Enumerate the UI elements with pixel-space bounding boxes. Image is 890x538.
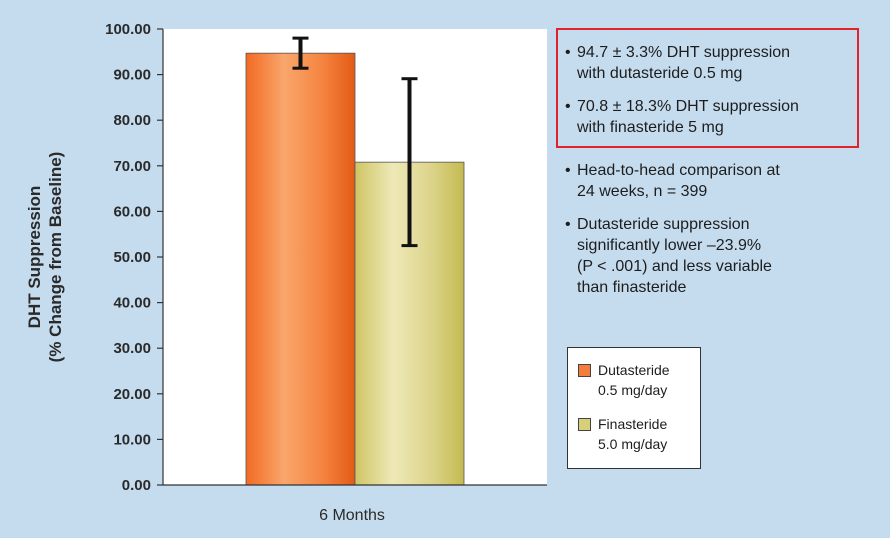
- bullet-line: significantly lower –23.9%: [577, 237, 762, 254]
- bullet-line: (P < .001) and less variable: [577, 258, 772, 275]
- legend-label-line2: 0.5 mg/day: [598, 382, 668, 398]
- bullet-line: Dutasteride suppression: [577, 216, 750, 233]
- x-category-label: 6 Months: [319, 507, 385, 524]
- bullet-item: • 94.7 ± 3.3% DHT suppression with dutaste…: [565, 42, 865, 84]
- legend-item-finasteride: Finasteride 5.0 mg/day: [578, 414, 667, 454]
- bullet-text: 94.7 ± 3.3% DHT suppression with dutaster…: [577, 42, 790, 84]
- y-tick-label: 10.00: [113, 431, 151, 448]
- y-tick-label: 80.00: [113, 112, 151, 129]
- bullet-text: Head-to-head comparison at 24 weeks, n = …: [577, 160, 780, 202]
- y-tick-label: 30.00: [113, 340, 151, 357]
- y-tick-label: 50.00: [113, 249, 151, 266]
- legend-label-line1: Dutasteride: [598, 362, 670, 378]
- bullet-line: with dutasteride 0.5 mg: [577, 65, 743, 82]
- bullet-line: 24 weeks, n = 399: [577, 183, 708, 200]
- bullet-dot: •: [565, 98, 571, 115]
- bullet-dot: •: [565, 162, 571, 179]
- y-tick-label: 60.00: [113, 203, 151, 220]
- bullet-item: • Dutasteride suppression significantly lo…: [565, 214, 865, 298]
- y-axis-title-line2: (% Change from Baseline): [46, 152, 65, 363]
- legend: Dutasteride 0.5 mg/day Finasteride 5.0 m…: [567, 347, 701, 469]
- bullet-item: • 70.8 ± 18.3% DHT suppression with finast…: [565, 96, 865, 138]
- legend-label-line2: 5.0 mg/day: [598, 436, 668, 452]
- bar-0: [245, 52, 356, 486]
- y-tick-label: 20.00: [113, 386, 151, 403]
- bullet-dot: •: [565, 44, 571, 61]
- y-tick-label: 40.00: [113, 295, 151, 312]
- highlight-box: [556, 28, 859, 148]
- bullet-line: than finasteride: [577, 279, 687, 296]
- bullet-line: 94.7 ± 3.3% DHT suppression: [577, 44, 791, 61]
- bullet-dot: •: [565, 216, 571, 233]
- y-tick-label: 100.00: [105, 21, 151, 38]
- legend-label-line1: Finasteride: [598, 416, 668, 432]
- bullet-line: with finasteride 5 mg: [577, 119, 724, 136]
- bullet-text: Dutasteride suppression significantly low…: [577, 214, 772, 298]
- legend-swatch-dutasteride: [578, 364, 591, 377]
- y-tick-label: 70.00: [113, 158, 151, 175]
- bullet-line: Head-to-head comparison at: [577, 162, 780, 179]
- legend-item-dutasteride: Dutasteride 0.5 mg/day: [578, 360, 670, 400]
- bullet-item: • Head-to-head comparison at 24 weeks, n =…: [565, 160, 865, 202]
- legend-swatch-finasteride: [578, 418, 591, 431]
- y-tick-label: 90.00: [113, 67, 151, 84]
- bullet-text: 70.8 ± 18.3% DHT suppression with finaste…: [577, 96, 799, 138]
- y-axis-title-line1: DHT Suppression: [25, 186, 44, 329]
- bullet-list: • 94.7 ± 3.3% DHT suppression with dutaste…: [565, 42, 865, 310]
- y-tick-label: 0.00: [122, 477, 151, 494]
- bullet-line: 70.8 ± 18.3% DHT suppression: [577, 98, 799, 115]
